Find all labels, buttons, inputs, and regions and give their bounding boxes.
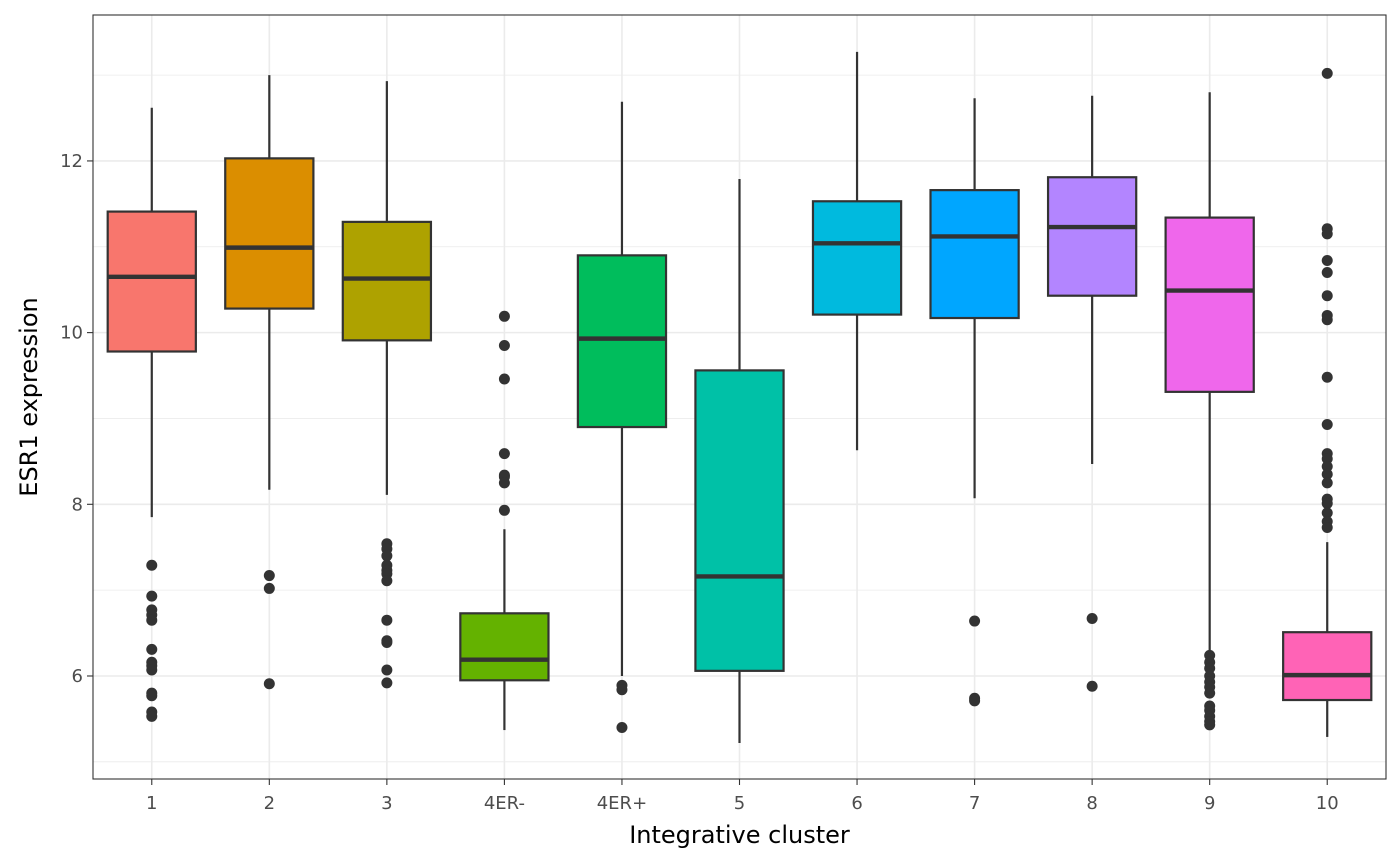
outlier-point bbox=[1321, 371, 1333, 383]
box-1 bbox=[106, 107, 197, 722]
outlier-point bbox=[1321, 418, 1333, 430]
y-axis-title: ESR1 expression bbox=[15, 297, 43, 496]
x-tick-label: 5 bbox=[734, 793, 745, 814]
outlier-point bbox=[1204, 687, 1216, 699]
outlier-point bbox=[498, 504, 510, 516]
outlier-point bbox=[1321, 521, 1333, 533]
boxes bbox=[106, 51, 1373, 743]
box-body bbox=[694, 369, 785, 672]
box-3 bbox=[341, 81, 433, 689]
outlier-point bbox=[1321, 477, 1333, 489]
outlier-point bbox=[1204, 662, 1216, 674]
outlier-point bbox=[1086, 612, 1098, 624]
y-tick-label: 6 bbox=[72, 666, 83, 687]
outlier-point bbox=[381, 637, 393, 649]
box-10 bbox=[1282, 67, 1373, 737]
outlier-point bbox=[263, 570, 275, 582]
y-tick-label: 8 bbox=[72, 494, 83, 515]
box-body bbox=[341, 220, 433, 342]
outlier-point bbox=[498, 373, 510, 385]
outlier-point bbox=[498, 310, 510, 322]
x-tick-label: 2 bbox=[264, 793, 275, 814]
outlier-point bbox=[969, 695, 981, 707]
x-tick-label: 6 bbox=[851, 793, 862, 814]
outlier-point bbox=[616, 721, 628, 733]
x-tick-label: 4ER+ bbox=[597, 793, 647, 814]
outlier-point bbox=[381, 575, 393, 587]
outlier-point bbox=[1321, 228, 1333, 240]
box-6 bbox=[811, 51, 903, 451]
x-axis-title: Integrative cluster bbox=[629, 821, 850, 849]
outlier-point bbox=[1321, 497, 1333, 509]
outlier-point bbox=[146, 690, 158, 702]
x-tick-label: 1 bbox=[146, 793, 157, 814]
outlier-point bbox=[381, 614, 393, 626]
box-body bbox=[929, 189, 1020, 320]
box-body bbox=[576, 254, 668, 429]
outlier-point bbox=[146, 643, 158, 655]
outlier-point bbox=[1204, 719, 1216, 731]
outlier-point bbox=[146, 710, 158, 722]
outlier-point bbox=[146, 614, 158, 626]
outlier-point bbox=[1321, 468, 1333, 480]
box-body bbox=[459, 612, 550, 682]
outlier-point bbox=[146, 559, 158, 571]
x-tick-label: 7 bbox=[969, 793, 980, 814]
box-body bbox=[1164, 216, 1255, 393]
x-tick-label: 8 bbox=[1086, 793, 1097, 814]
box-body bbox=[106, 210, 197, 353]
outlier-point bbox=[1321, 267, 1333, 279]
box-7 bbox=[929, 98, 1020, 707]
outlier-point bbox=[498, 448, 510, 460]
box-body bbox=[1282, 631, 1373, 702]
outlier-point bbox=[263, 678, 275, 690]
outlier-point bbox=[146, 664, 158, 676]
box-8 bbox=[1046, 95, 1138, 692]
outlier-point bbox=[616, 684, 628, 696]
outlier-point bbox=[1321, 67, 1333, 79]
outlier-point bbox=[1321, 453, 1333, 465]
outlier-point bbox=[381, 550, 393, 562]
outlier-point bbox=[1321, 314, 1333, 326]
y-tick-label: 10 bbox=[60, 323, 83, 344]
outlier-point bbox=[1321, 255, 1333, 267]
x-tick-label: 3 bbox=[381, 793, 392, 814]
outlier-point bbox=[1321, 507, 1333, 519]
box-4ER+ bbox=[576, 101, 668, 733]
outlier-point bbox=[146, 590, 158, 602]
outlier-point bbox=[498, 339, 510, 351]
outlier-point bbox=[1086, 680, 1098, 692]
box-2 bbox=[224, 75, 315, 690]
outlier-point bbox=[263, 582, 275, 594]
box-body bbox=[224, 157, 315, 310]
x-tick-label: 4ER- bbox=[484, 793, 525, 814]
y-tick-label: 12 bbox=[60, 151, 83, 172]
outlier-point bbox=[1321, 461, 1333, 473]
box-9 bbox=[1164, 92, 1255, 731]
x-tick-label: 10 bbox=[1316, 793, 1339, 814]
box-body bbox=[1046, 176, 1138, 297]
outlier-point bbox=[381, 677, 393, 689]
outlier-point bbox=[1321, 290, 1333, 302]
box-body bbox=[811, 200, 903, 316]
box-4ER- bbox=[459, 310, 550, 731]
outlier-point bbox=[498, 477, 510, 489]
box-5 bbox=[694, 178, 785, 743]
outlier-point bbox=[969, 615, 981, 627]
x-tick-label: 9 bbox=[1204, 793, 1215, 814]
outlier-point bbox=[381, 664, 393, 676]
